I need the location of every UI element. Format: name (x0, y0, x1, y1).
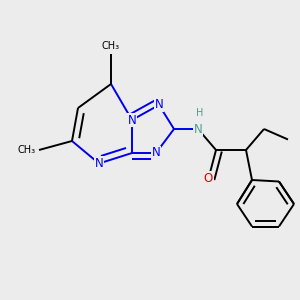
Text: CH₃: CH₃ (18, 145, 36, 155)
Text: N: N (194, 122, 202, 136)
Text: O: O (204, 172, 213, 185)
Text: H: H (196, 107, 203, 118)
Text: N: N (128, 113, 136, 127)
Text: CH₃: CH₃ (102, 41, 120, 51)
Text: N: N (154, 98, 164, 112)
Text: N: N (152, 146, 160, 160)
Text: N: N (94, 157, 103, 170)
